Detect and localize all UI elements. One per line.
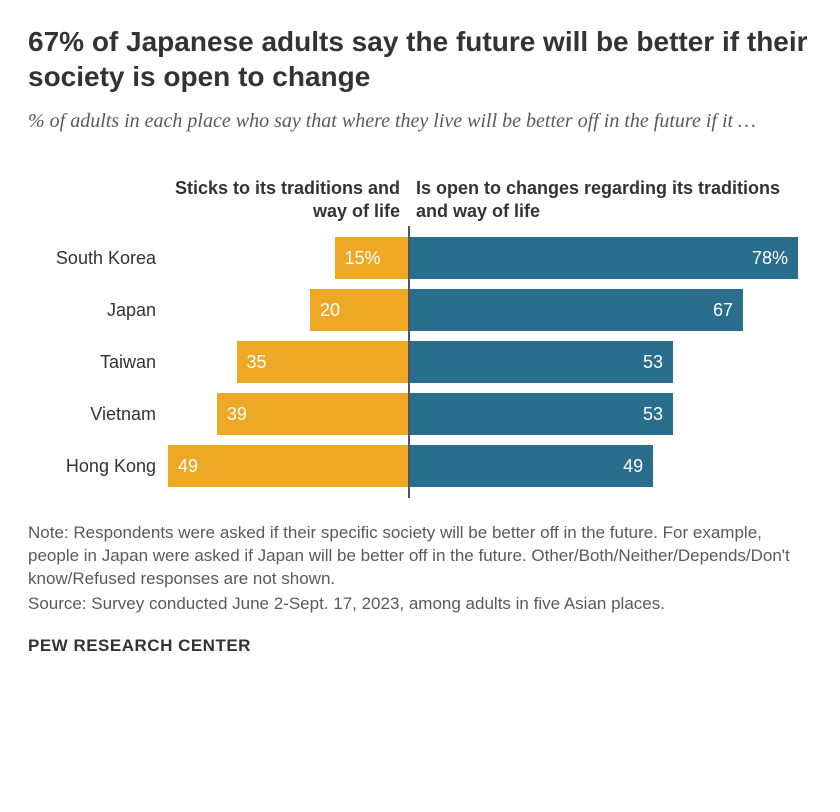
bar-pair: 15%78% (168, 232, 812, 284)
right-bar: 49 (408, 445, 653, 487)
column-headers: Sticks to its traditions and way of life… (28, 177, 812, 222)
left-bar: 20 (310, 289, 408, 331)
category-label: Japan (28, 300, 168, 321)
center-axis (408, 226, 410, 498)
right-bar: 53 (408, 341, 673, 383)
diverging-bar-chart: Sticks to its traditions and way of life… (28, 177, 812, 492)
right-bar: 78% (408, 237, 798, 279)
brand-footer: PEW RESEARCH CENTER (28, 636, 812, 656)
bar-pair: 4949 (168, 440, 812, 492)
category-label: Hong Kong (28, 456, 168, 477)
category-label: South Korea (28, 248, 168, 269)
table-row: Taiwan3553 (28, 336, 812, 388)
right-bar: 67 (408, 289, 743, 331)
chart-subtitle: % of adults in each place who say that w… (28, 108, 812, 135)
chart-title: 67% of Japanese adults say the future wi… (28, 24, 812, 94)
category-label: Taiwan (28, 352, 168, 373)
left-bar: 35 (237, 341, 409, 383)
chart-rows: South Korea15%78%Japan2067Taiwan3553Viet… (28, 232, 812, 492)
table-row: Hong Kong4949 (28, 440, 812, 492)
left-bar: 39 (217, 393, 408, 435)
bar-pair: 3553 (168, 336, 812, 388)
table-row: Japan2067 (28, 284, 812, 336)
table-row: South Korea15%78% (28, 232, 812, 284)
chart-note: Note: Respondents were asked if their sp… (28, 522, 812, 591)
right-bar: 53 (408, 393, 673, 435)
table-row: Vietnam3953 (28, 388, 812, 440)
left-bar: 15% (335, 237, 409, 279)
right-column-header: Is open to changes regarding its traditi… (408, 177, 812, 222)
chart-source: Source: Survey conducted June 2-Sept. 17… (28, 593, 812, 616)
left-bar: 49 (168, 445, 408, 487)
category-label: Vietnam (28, 404, 168, 425)
bar-pair: 3953 (168, 388, 812, 440)
bar-pair: 2067 (168, 284, 812, 336)
left-column-header: Sticks to its traditions and way of life (168, 177, 408, 222)
